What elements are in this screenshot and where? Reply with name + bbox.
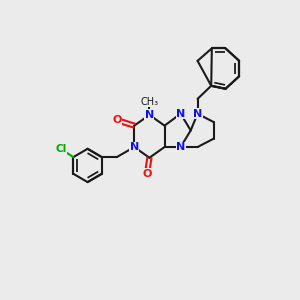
Text: N: N bbox=[193, 109, 202, 119]
Text: N: N bbox=[130, 142, 139, 152]
Text: N: N bbox=[176, 109, 185, 119]
Text: O: O bbox=[142, 169, 152, 179]
Text: O: O bbox=[112, 115, 122, 125]
Text: N: N bbox=[176, 142, 185, 152]
Text: N: N bbox=[145, 110, 154, 120]
Text: CH₃: CH₃ bbox=[140, 97, 158, 107]
Text: Cl: Cl bbox=[55, 144, 67, 154]
